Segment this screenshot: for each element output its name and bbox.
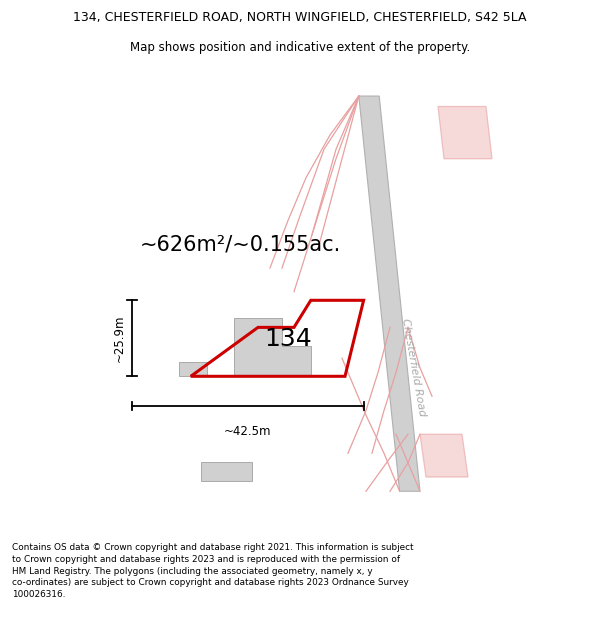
Polygon shape: [359, 96, 420, 491]
Text: 134, CHESTERFIELD ROAD, NORTH WINGFIELD, CHESTERFIELD, S42 5LA: 134, CHESTERFIELD ROAD, NORTH WINGFIELD,…: [73, 11, 527, 24]
Text: ~25.9m: ~25.9m: [112, 314, 125, 362]
Text: Contains OS data © Crown copyright and database right 2021. This information is : Contains OS data © Crown copyright and d…: [12, 543, 413, 599]
Polygon shape: [234, 318, 311, 376]
Text: ~42.5m: ~42.5m: [224, 425, 272, 438]
Text: 134: 134: [264, 328, 312, 351]
Polygon shape: [420, 434, 468, 477]
Polygon shape: [438, 106, 492, 159]
Polygon shape: [201, 462, 252, 481]
Polygon shape: [179, 362, 207, 376]
Text: Map shows position and indicative extent of the property.: Map shows position and indicative extent…: [130, 41, 470, 54]
Text: ~626m²/~0.155ac.: ~626m²/~0.155ac.: [139, 234, 341, 254]
Text: Chesterfield Road: Chesterfield Road: [400, 318, 428, 418]
